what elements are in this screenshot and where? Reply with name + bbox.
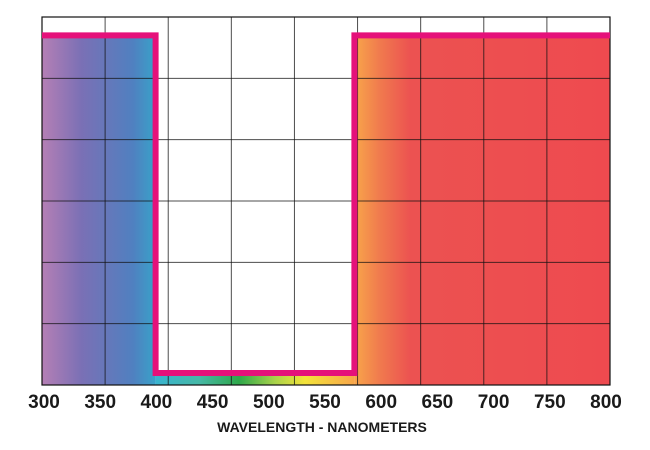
series-line-0: [42, 32, 610, 376]
x-tick-label: 750: [534, 392, 566, 413]
plot-frame: [41, 16, 611, 386]
x-tick-label: 400: [141, 392, 173, 413]
x-tick-label: 600: [365, 392, 397, 413]
x-tick-label: 300: [28, 392, 60, 413]
x-tick-label: 550: [309, 392, 341, 413]
spectrum-fill-2: [354, 35, 610, 386]
transmission-curve: [42, 32, 610, 376]
x-tick-label: 450: [197, 392, 229, 413]
grid-lines: [41, 16, 611, 386]
x-tick-labels: 300 350 400 450 500 550 600 650 700 750 800: [28, 392, 622, 413]
x-tick-label: 700: [478, 392, 510, 413]
x-tick-label: 800: [590, 392, 622, 413]
spectrum-fill-0: [42, 35, 156, 386]
spectrum-fills: [42, 35, 610, 386]
x-tick-label: 500: [253, 392, 285, 413]
x-axis-title: WAVELENGTH - NANOMETERS: [217, 419, 427, 435]
x-tick-label: 350: [84, 392, 116, 413]
x-tick-label: 650: [422, 392, 454, 413]
